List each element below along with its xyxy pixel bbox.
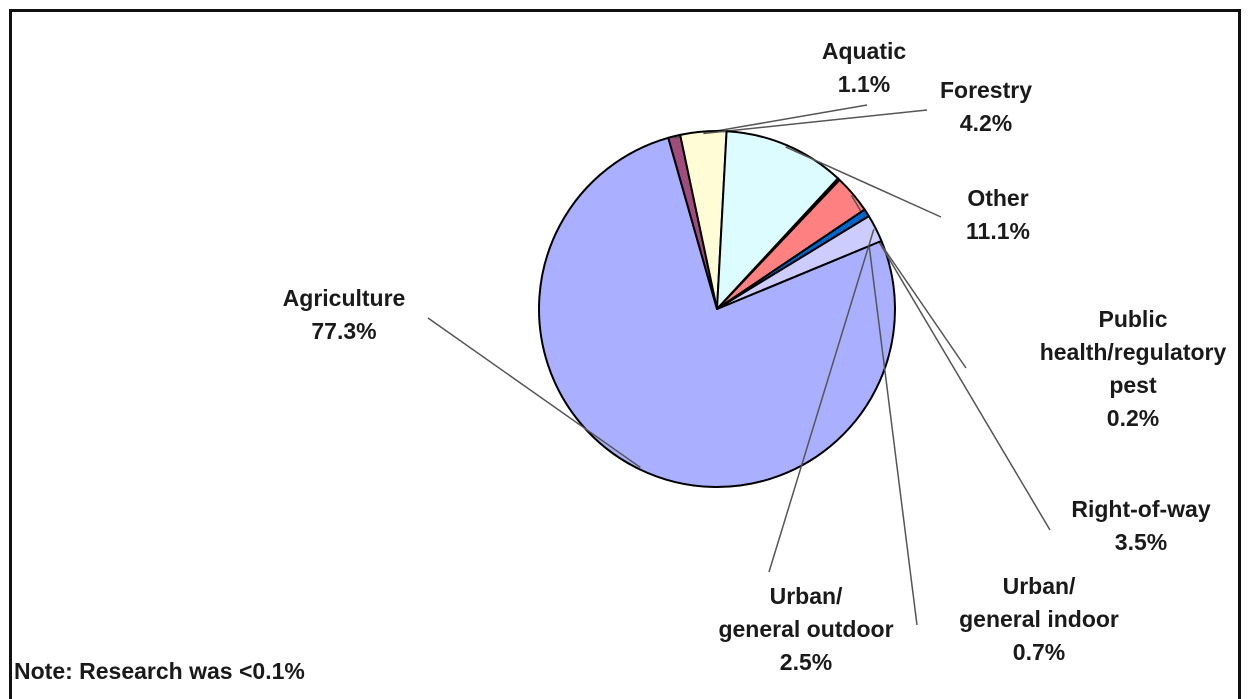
slice-label-1: Aquatic 1.1% bbox=[822, 38, 907, 97]
slice-label-line: pest bbox=[1109, 372, 1157, 398]
slice-label-line: Urban/ bbox=[1003, 573, 1076, 599]
slice-label-line: Public bbox=[1098, 306, 1167, 332]
slice-label-line: Other bbox=[967, 185, 1028, 211]
pie-slice-0 bbox=[538, 136, 896, 488]
slice-label-line: 0.2% bbox=[1107, 405, 1159, 431]
slice-label-line: general outdoor bbox=[718, 616, 893, 642]
slice-label-line: 11.1% bbox=[966, 218, 1030, 244]
slice-label-line: Urban/ bbox=[770, 583, 843, 609]
leader-line-2 bbox=[703, 109, 928, 135]
leader-line-3 bbox=[785, 146, 942, 218]
slice-label-2: Forestry 4.2% bbox=[940, 77, 1032, 136]
leader-line-0 bbox=[427, 317, 641, 469]
slice-label-line: health/regulatory bbox=[1040, 339, 1227, 365]
slice-label-7: Urban/general outdoor 2.5% bbox=[718, 583, 893, 675]
leader-line-6 bbox=[864, 213, 918, 626]
chart-note: Note: Research was <0.1% bbox=[14, 658, 305, 684]
slice-label-line: Aquatic bbox=[822, 38, 907, 64]
slice-label-3: Other 11.1% bbox=[966, 185, 1030, 244]
slice-label-line: 77.3% bbox=[311, 318, 376, 344]
slice-label-line: Right-of-way bbox=[1071, 496, 1210, 522]
slice-label-line: general indoor bbox=[959, 606, 1119, 632]
slice-label-line: 0.7% bbox=[1013, 639, 1065, 665]
slice-label-line: 4.2% bbox=[960, 110, 1012, 136]
leader-line-7 bbox=[768, 228, 875, 573]
slice-label-6: Urban/general indoor 0.7% bbox=[959, 573, 1119, 665]
slice-label-5: Right-of-way 3.5% bbox=[1071, 496, 1210, 555]
slice-label-line: 1.1% bbox=[838, 71, 890, 97]
slice-label-line: Forestry bbox=[940, 77, 1032, 103]
leader-line-5 bbox=[850, 194, 1051, 531]
slice-label-4: Public health/regulatory pest 0.2% bbox=[1040, 306, 1227, 431]
slice-label-line: Agriculture bbox=[283, 285, 406, 311]
slice-label-0: Agriculture 77.3% bbox=[283, 285, 406, 344]
pie-slice-7 bbox=[716, 215, 883, 310]
slice-label-line: 2.5% bbox=[780, 649, 832, 675]
pie-slice-3 bbox=[716, 130, 839, 310]
slice-label-line: 3.5% bbox=[1115, 529, 1167, 555]
